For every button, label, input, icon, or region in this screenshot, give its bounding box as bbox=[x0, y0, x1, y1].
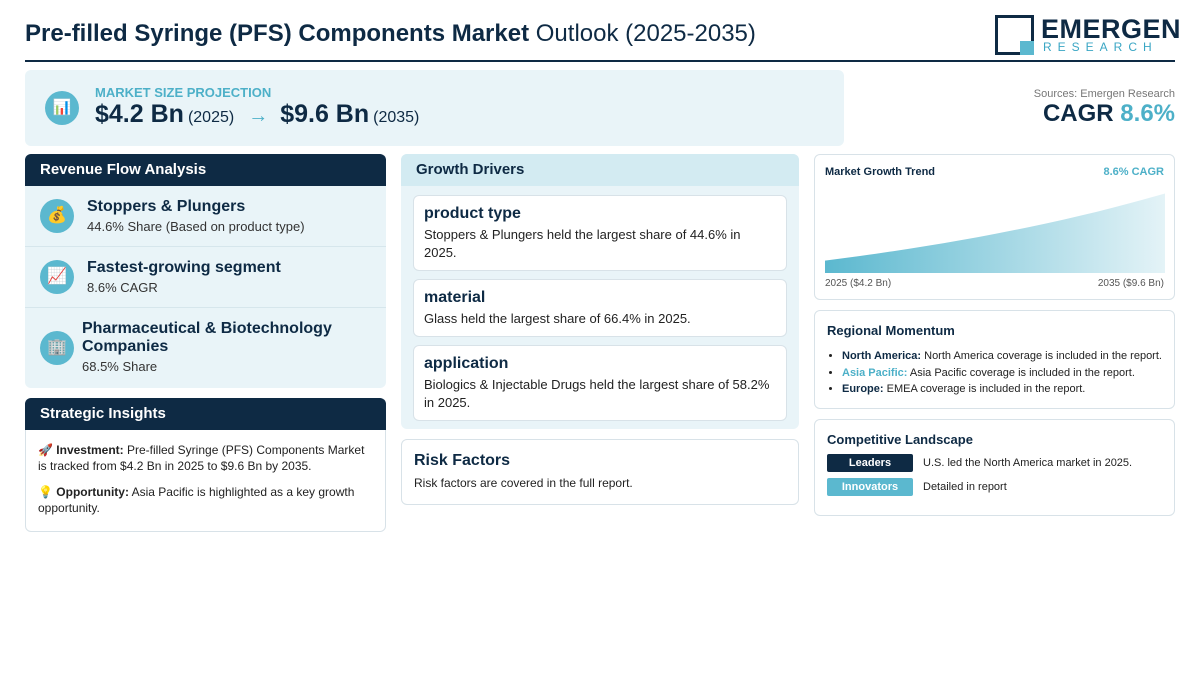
competitive-row: Innovators Detailed in report bbox=[827, 478, 1162, 496]
driver-card: product type Stoppers & Plungers held th… bbox=[413, 195, 787, 271]
page-title-rest: Outlook (2025-2035) bbox=[529, 20, 756, 47]
trend-area bbox=[825, 193, 1165, 273]
region-text: EMEA coverage is included in the report. bbox=[883, 383, 1086, 395]
competitive-text: U.S. led the North America market in 202… bbox=[923, 457, 1133, 469]
investment-text: Pre-filled Syringe (PFS) Components Mark… bbox=[38, 443, 365, 473]
arrow-icon: → bbox=[248, 105, 269, 127]
logo-mark-icon bbox=[995, 15, 1034, 55]
regional-momentum-panel: Regional Momentum North America: North A… bbox=[814, 310, 1175, 409]
rocket-icon: 🚀 bbox=[38, 443, 53, 457]
driver-heading: product type bbox=[424, 205, 521, 222]
cagr-label: CAGR bbox=[1042, 100, 1114, 127]
page-title-bold: Pre-filled Syringe (PFS) Components Mark… bbox=[25, 20, 530, 47]
trend-title: Market Growth Trend bbox=[825, 166, 936, 178]
trend-chart-icon: 📈 bbox=[40, 260, 74, 294]
revenue-item-sub: 44.6% Share (Based on product type) bbox=[87, 219, 305, 234]
market-size-projection: 📊 MARKET SIZE PROJECTION $4.2 Bn (2025) → $… bbox=[25, 70, 844, 146]
driver-card: material Glass held the largest share of… bbox=[413, 279, 787, 337]
regional-list: North America: North America coverage is… bbox=[827, 348, 1162, 398]
revenue-item-sub: 8.6% CAGR bbox=[87, 280, 158, 295]
building-icon: 🏢 bbox=[40, 331, 74, 365]
regional-momentum-title: Regional Momentum bbox=[827, 323, 955, 338]
investment-label: Investment: bbox=[56, 443, 124, 457]
page-title: Pre-filled Syringe (PFS) Components Mark… bbox=[25, 20, 756, 48]
start-year: (2025) bbox=[187, 109, 235, 126]
regional-item: Europe: EMEA coverage is included in the… bbox=[842, 381, 1162, 398]
region-name: North America: bbox=[842, 350, 922, 362]
market-growth-trend-panel: Market Growth Trend 8.6% CAGR 2025 ($4.2… bbox=[814, 154, 1175, 300]
end-year: (2035) bbox=[373, 109, 420, 126]
cagr-headline: CAGR 8.6% bbox=[1043, 100, 1175, 128]
driver-heading: material bbox=[424, 289, 486, 306]
region-name: Asia Pacific: bbox=[842, 366, 908, 379]
lightbulb-icon: 💡 bbox=[38, 485, 53, 499]
trend-start-label: 2025 ($4.2 Bn) bbox=[825, 278, 892, 289]
growth-drivers-title: Growth Drivers bbox=[401, 154, 799, 186]
driver-heading: application bbox=[424, 355, 509, 372]
revenue-item: 💰 Stoppers & Plungers 44.6% Share (Based… bbox=[25, 186, 386, 247]
growth-drivers-panel: Growth Drivers product type Stoppers & P… bbox=[401, 154, 799, 429]
opportunity-text: Asia Pacific is highlighted as a key gro… bbox=[38, 485, 355, 515]
cagr-value: 8.6% bbox=[1120, 100, 1175, 127]
strategic-insights-title: Strategic Insights bbox=[25, 398, 386, 430]
revenue-item: 🏢 Pharmaceutical & Biotechnology Compani… bbox=[25, 308, 386, 386]
driver-card: application Biologics & Injectable Drugs… bbox=[413, 345, 787, 421]
driver-body: Glass held the largest share of 66.4% in… bbox=[424, 311, 691, 326]
trend-end-label: 2035 ($9.6 Bn) bbox=[1097, 278, 1164, 289]
competitive-landscape-title: Competitive Landscape bbox=[827, 432, 973, 447]
investment-insight: 🚀 Investment: Pre-filled Syringe (PFS) C… bbox=[26, 442, 385, 474]
region-name: Europe: bbox=[842, 383, 884, 395]
region-text: Asia Pacific coverage is included in the… bbox=[907, 366, 1135, 379]
end-value: $9.6 Bn bbox=[280, 100, 370, 128]
risk-factors-text: Risk factors are covered in the full rep… bbox=[414, 476, 633, 490]
strategic-insights-panel: Strategic Insights 🚀 Investment: Pre-fil… bbox=[25, 398, 386, 532]
innovators-badge: Innovators bbox=[827, 478, 913, 496]
logo-main-text: EMERGEN bbox=[1041, 14, 1182, 44]
money-bag-icon: 💰 bbox=[40, 199, 74, 233]
risk-factors-title: Risk Factors bbox=[414, 452, 511, 469]
revenue-item-title: Pharmaceutical & Biotechnology Companies bbox=[82, 320, 332, 355]
header: Pre-filled Syringe (PFS) Components Mark… bbox=[25, 10, 1181, 62]
revenue-item-title: Stoppers & Plungers bbox=[87, 198, 246, 215]
revenue-item-sub: 68.5% Share bbox=[82, 359, 158, 374]
opportunity-insight: 💡 Opportunity: Asia Pacific is highlight… bbox=[26, 484, 385, 516]
regional-item: Asia Pacific: Asia Pacific coverage is i… bbox=[842, 365, 1162, 382]
opportunity-label: Opportunity: bbox=[56, 485, 129, 499]
competitive-landscape-panel: Competitive Landscape Leaders U.S. led t… bbox=[814, 419, 1175, 516]
trend-cagr: 8.6% CAGR bbox=[1103, 166, 1164, 178]
logo-sub-text: RESEARCH bbox=[1043, 40, 1158, 54]
revenue-item: 📈 Fastest-growing segment 8.6% CAGR bbox=[25, 247, 386, 308]
revenue-flow-panel: Revenue Flow Analysis 💰 Stoppers & Plung… bbox=[25, 154, 386, 388]
competitive-text: Detailed in report bbox=[923, 481, 1007, 493]
projection-values: $4.2 Bn (2025) → $9.6 Bn (2035) bbox=[95, 100, 419, 129]
projection-label: MARKET SIZE PROJECTION bbox=[95, 85, 272, 100]
emergen-logo[interactable]: EMERGEN RESEARCH bbox=[995, 14, 1181, 56]
driver-body: Biologics & Injectable Drugs held the la… bbox=[424, 377, 770, 410]
start-value: $4.2 Bn bbox=[95, 100, 184, 128]
risk-factors-panel: Risk Factors Risk factors are covered in… bbox=[401, 439, 799, 505]
driver-body: Stoppers & Plungers held the largest sha… bbox=[424, 227, 741, 260]
regional-item: North America: North America coverage is… bbox=[842, 348, 1162, 365]
trend-area-chart bbox=[825, 193, 1165, 273]
sources-text: Sources: Emergen Research bbox=[1033, 88, 1175, 100]
bar-chart-icon: 📊 bbox=[45, 91, 79, 125]
revenue-item-title: Fastest-growing segment bbox=[87, 259, 281, 276]
competitive-row: Leaders U.S. led the North America marke… bbox=[827, 454, 1162, 472]
region-text: North America coverage is included in th… bbox=[921, 350, 1162, 362]
leaders-badge: Leaders bbox=[827, 454, 913, 472]
revenue-flow-title: Revenue Flow Analysis bbox=[25, 154, 386, 186]
